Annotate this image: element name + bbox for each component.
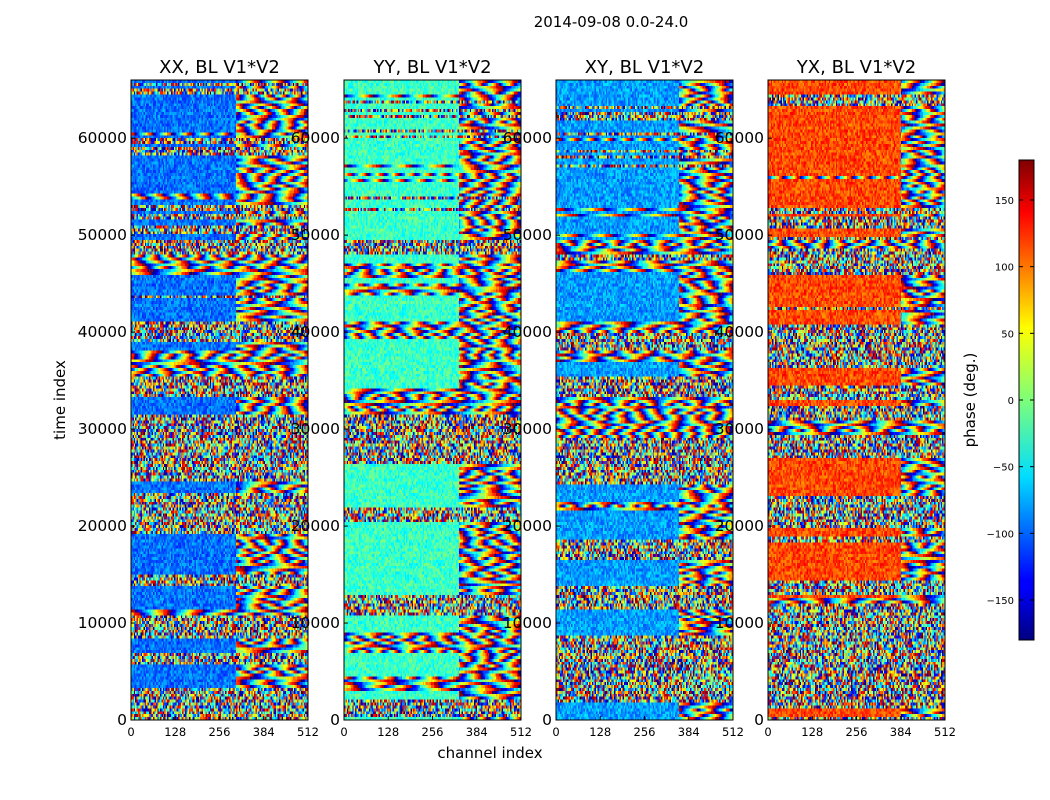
y-tick-label: 20000 [503, 517, 552, 535]
x-tick-label: 512 [297, 725, 319, 739]
x-tick-label: 384 [890, 725, 912, 739]
y-tick-label: 10000 [503, 614, 552, 632]
y-tick-label: 30000 [291, 420, 340, 438]
x-tick-label: 0 [764, 725, 771, 739]
y-tick-label: 40000 [78, 323, 127, 341]
x-tick-label: 256 [422, 725, 444, 739]
y-tick-label: 30000 [78, 420, 127, 438]
x-tick-label: 256 [209, 725, 231, 739]
colorbar: −150 −100 −50 0 50 100 150 phase (deg.) [961, 159, 1035, 641]
y-tick-label: 0 [330, 711, 340, 729]
x-tick-label: 256 [846, 725, 868, 739]
x-tick-label: 256 [634, 725, 656, 739]
y-tick-label: 20000 [291, 517, 340, 535]
y-tick-label: 60000 [291, 129, 340, 147]
y-tick-label: 0 [542, 711, 552, 729]
colorbar-tick-label: −50 [993, 463, 1014, 474]
x-tick-label: 512 [934, 725, 956, 739]
x-axis-label: channel index [437, 744, 542, 762]
x-tick-label: 384 [253, 725, 275, 739]
x-tick-label: 128 [377, 725, 399, 739]
x-tick-label: 384 [678, 725, 700, 739]
x-tick-label: 0 [340, 725, 347, 739]
panel-1: XX, BL V1*V2 0 128 256 384 512 0 10000 20000 3000… [78, 57, 319, 739]
panel-3: XY, BL V1*V2 0 128 256 384 512 0 10000 20000 3000… [503, 57, 744, 739]
y-tick-label: 40000 [503, 323, 552, 341]
y-tick-label: 0 [117, 711, 127, 729]
colorbar-ticks: −150 −100 −50 0 50 100 150 [987, 196, 1034, 607]
y-tick-label: 20000 [78, 517, 127, 535]
x-tick-label: 0 [127, 725, 134, 739]
y-tick-label: 60000 [715, 129, 764, 147]
y-tick-label: 60000 [503, 129, 552, 147]
colorbar-tick-label: 50 [1001, 329, 1014, 340]
colorbar-tick-label: 150 [995, 196, 1014, 207]
y-tick-label: 50000 [291, 226, 340, 244]
panel-title: YY, BL V1*V2 [372, 57, 491, 78]
figure-title: 2014-09-08 0.0-24.0 [534, 13, 689, 31]
panel-2: YY, BL V1*V2 0 128 256 384 512 0 10000 20000 3000… [291, 57, 532, 739]
x-tick-label: 512 [722, 725, 744, 739]
y-tick-label: 30000 [715, 420, 764, 438]
phase-heatmap-2 [344, 80, 521, 720]
phase-heatmap-4 [768, 80, 945, 720]
y-tick-label: 0 [754, 711, 764, 729]
x-tick-label: 128 [589, 725, 611, 739]
phase-heatmap-1 [131, 80, 308, 720]
y-tick-label: 20000 [715, 517, 764, 535]
x-tick-label: 384 [466, 725, 488, 739]
panels: XX, BL V1*V2 0 128 256 384 512 0 10000 20000 3000… [78, 57, 956, 739]
x-tick-label: 128 [164, 725, 186, 739]
y-tick-label: 10000 [291, 614, 340, 632]
panel-4: YX, BL V1*V2 0 128 256 384 512 0 10000 20000 3000… [715, 57, 956, 739]
y-tick-label: 10000 [78, 614, 127, 632]
colorbar-label: phase (deg.) [961, 353, 979, 448]
y-tick-label: 50000 [715, 226, 764, 244]
y-tick-label: 50000 [503, 226, 552, 244]
colorbar-tick-label: −100 [987, 529, 1014, 540]
y-tick-label: 40000 [291, 323, 340, 341]
x-tick-label: 0 [552, 725, 559, 739]
phase-heatmap-3 [556, 80, 733, 720]
panel-title: XY, BL V1*V2 [585, 57, 704, 78]
y-tick-label: 30000 [503, 420, 552, 438]
colorbar-tick-label: 0 [1008, 396, 1014, 407]
panel-title: YX, BL V1*V2 [796, 57, 916, 78]
y-axis-label: time index [51, 360, 69, 440]
colorbar-tick-label: −150 [987, 596, 1014, 607]
y-tick-label: 10000 [715, 614, 764, 632]
x-tick-label: 512 [510, 725, 532, 739]
colorbar-tick-label: 100 [995, 263, 1014, 274]
y-tick-label: 50000 [78, 226, 127, 244]
x-tick-label: 128 [801, 725, 823, 739]
panel-title: XX, BL V1*V2 [159, 57, 280, 78]
y-tick-label: 40000 [715, 323, 764, 341]
y-tick-label: 60000 [78, 129, 127, 147]
